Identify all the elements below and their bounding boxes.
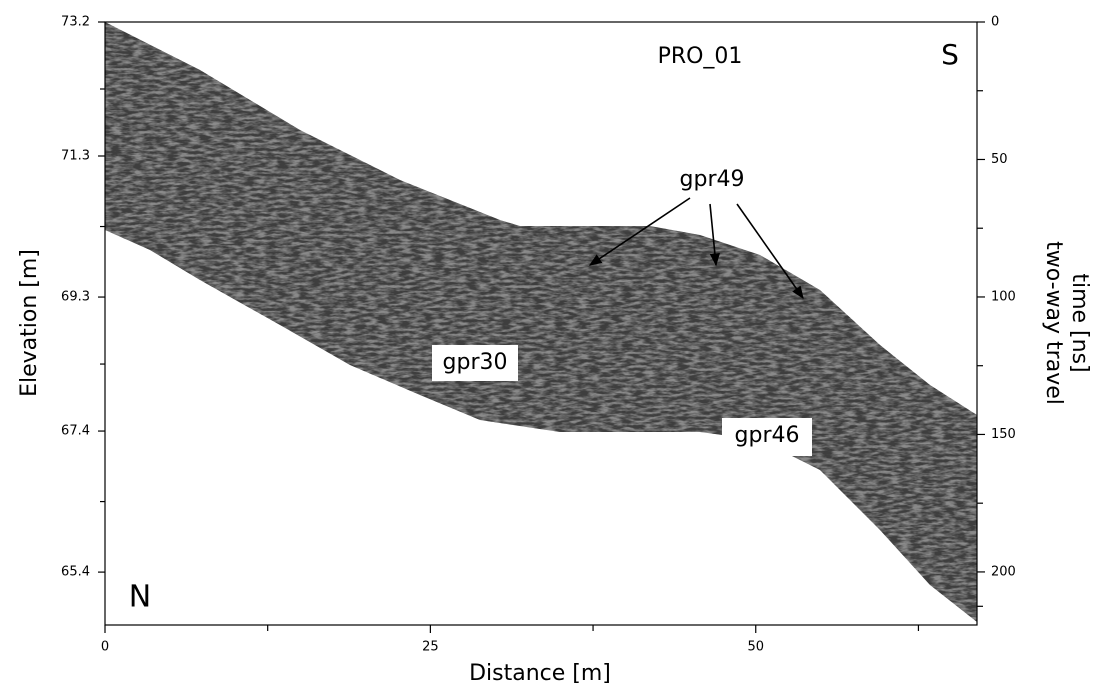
axes: 0 25 50 73.2 71.3 69.3 67.4 65.4 0 50 100 150 200 <box>61 15 1016 655</box>
radargram <box>105 22 977 622</box>
annotation: gpr49 <box>680 167 745 192</box>
x-tick-label: 25 <box>422 640 439 655</box>
profile-label: PRO_01 <box>658 44 743 69</box>
north-label: N <box>129 580 151 615</box>
y2-tick-label: 100 <box>991 289 1016 304</box>
y2-axis-label: time [ns] <box>1067 273 1092 372</box>
x-axis-label: Distance [m] <box>469 661 611 686</box>
y-tick-label: 67.4 <box>61 424 90 439</box>
y-tick-label: 65.4 <box>61 565 90 580</box>
y2-tick-label: 0 <box>991 15 999 30</box>
south-label: S <box>941 38 959 71</box>
y2-axis-label: two-way travel <box>1041 241 1066 405</box>
y-tick-label: 69.3 <box>61 290 90 305</box>
label-box <box>722 418 812 456</box>
annotation: gpr30 <box>443 350 508 375</box>
plot-frame <box>104 21 978 626</box>
annotation: gpr46 <box>735 423 800 448</box>
y2-tick-label: 200 <box>991 564 1016 579</box>
arrow <box>736 203 804 300</box>
label-box <box>432 345 518 381</box>
arrow <box>709 203 720 267</box>
y-axis-label: Elevation [m] <box>17 249 42 397</box>
y2-tick-label: 50 <box>991 152 1008 167</box>
arrow <box>588 197 691 266</box>
x-tick-label: 0 <box>101 640 109 655</box>
y-tick-label: 71.3 <box>61 149 90 164</box>
y-tick-label: 73.2 <box>61 15 90 30</box>
x-tick-label: 50 <box>747 640 764 655</box>
y2-tick-label: 150 <box>991 427 1016 442</box>
